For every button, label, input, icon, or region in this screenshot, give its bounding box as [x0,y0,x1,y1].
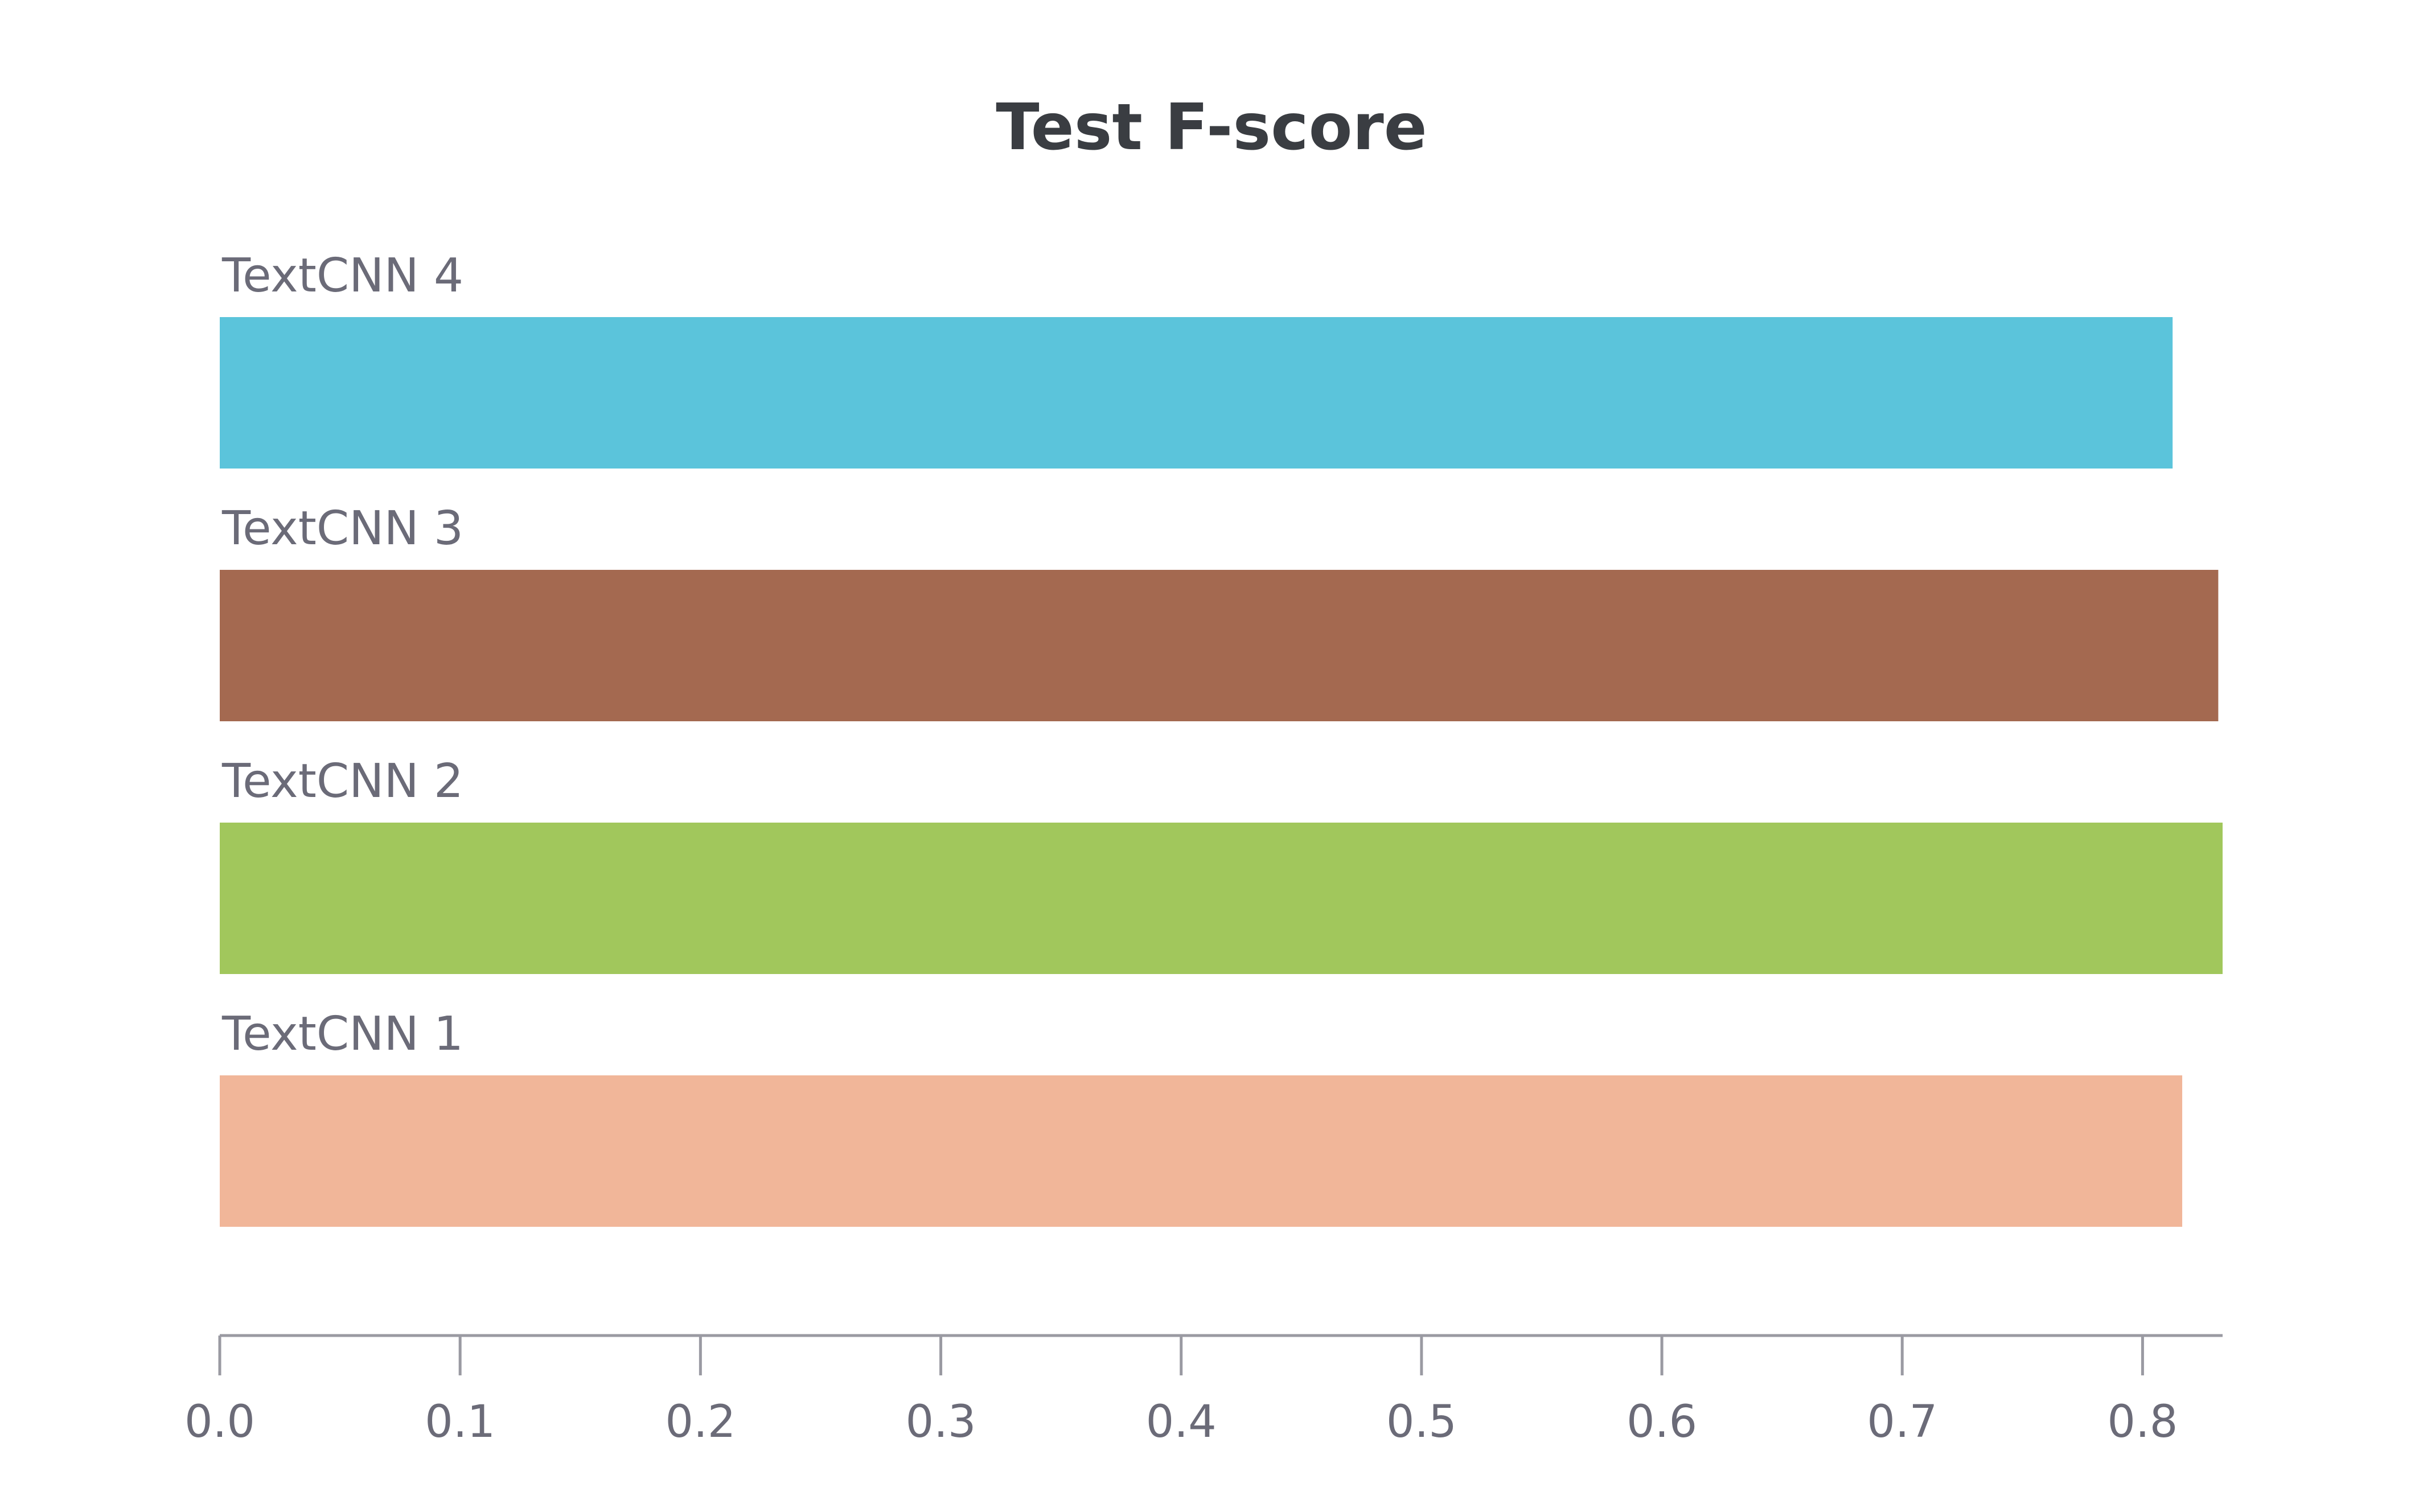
bar [220,570,2219,721]
x-tick-label: 0.1 [425,1396,495,1448]
bar [220,1075,2183,1227]
bar-label: TextCNN 2 [221,754,463,808]
bar-label: TextCNN 4 [221,249,463,303]
x-tick-label: 0.3 [906,1396,976,1448]
bar-label: TextCNN 1 [221,1007,463,1061]
bar [220,317,2173,469]
x-tick-label: 0.8 [2107,1396,2178,1448]
x-axis-ticks: 0.0 0.1 0.2 0.3 0.4 0.5 0.6 0.7 0.8 [184,1336,2178,1448]
bar [220,823,2223,974]
x-tick-label: 0.2 [665,1396,736,1448]
bars-group: TextCNN 4 TextCNN 3 TextCNN 2 TextCNN 1 [220,249,2223,1227]
bar-label: TextCNN 3 [221,502,463,556]
x-tick-label: 0.4 [1146,1396,1217,1448]
x-tick-label: 0.0 [184,1396,255,1448]
x-tick-label: 0.5 [1386,1396,1457,1448]
x-tick-label: 0.7 [1867,1396,1937,1448]
x-tick-label: 0.6 [1627,1396,1697,1448]
chart-title: Test F-score [996,91,1427,165]
